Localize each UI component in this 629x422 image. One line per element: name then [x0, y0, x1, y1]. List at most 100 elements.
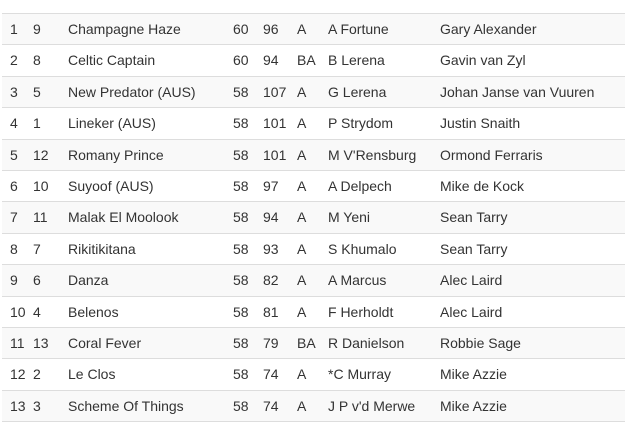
- trainer-cell: Gary Alexander: [440, 21, 537, 37]
- rating-cell: 79: [263, 335, 279, 352]
- table-row: 9 6 Danza 58 82 A A Marcus Alec Laird: [2, 264, 625, 297]
- horse-name-cell: Romany Prince: [68, 146, 164, 163]
- jockey-cell: A Marcus: [328, 272, 387, 289]
- trainer-cell: Mike Azzie: [440, 366, 507, 383]
- race-card-table: 1 9 Champagne Haze 60 96 A A Fortune Gar…: [2, 13, 625, 422]
- weight-cell: 58: [233, 146, 249, 163]
- equip-cell: A: [297, 272, 307, 289]
- table-row: 3 5 New Predator (AUS) 58 107 A G Lerena…: [2, 76, 625, 108]
- jockey-cell: G Lerena: [328, 83, 387, 100]
- horse-name-cell: Scheme Of Things: [68, 397, 184, 414]
- table-row: 6 10 Suyoof (AUS) 58 97 A A Delpech Mike…: [2, 170, 625, 202]
- horse-name-cell: Danza: [68, 272, 109, 289]
- jockey-cell: P Strydom: [328, 115, 394, 132]
- weight-cell: 58: [233, 272, 249, 289]
- horse-name-cell: Suyoof (AUS): [68, 178, 154, 195]
- trainer-cell: Sean Tarry: [440, 240, 508, 257]
- rating-cell: 101: [263, 146, 287, 163]
- trainer-cell: Johan Janse van Vuuren: [440, 83, 595, 100]
- equip-cell: BA: [297, 335, 316, 352]
- rating-cell: 94: [263, 209, 279, 226]
- race-card-table-body: 1 9 Champagne Haze 60 96 A A Fortune Gar…: [2, 13, 625, 422]
- draw-cell: 8: [33, 52, 41, 69]
- horse-name-cell: Belenos: [68, 303, 119, 320]
- trainer-cell: Sean Tarry: [440, 209, 508, 226]
- weight-cell: 58: [233, 303, 249, 320]
- rating-cell: 101: [263, 115, 287, 132]
- equip-cell: A: [297, 209, 307, 226]
- weight-cell: 58: [233, 83, 249, 100]
- jockey-cell: S Khumalo: [328, 240, 397, 257]
- draw-cell: 5: [33, 83, 41, 100]
- draw-cell: 7: [33, 240, 41, 257]
- draw-cell: 10: [33, 178, 49, 195]
- horse-name-cell: Coral Fever: [68, 335, 142, 352]
- equip-cell: A: [297, 83, 307, 100]
- position-cell: 5: [10, 146, 18, 163]
- trainer-cell: Mike de Kock: [440, 178, 525, 195]
- position-cell: 12: [10, 366, 26, 383]
- draw-cell: 9: [33, 21, 41, 37]
- jockey-cell: M Yeni: [328, 209, 371, 226]
- jockey-cell: F Herholdt: [328, 303, 394, 320]
- weight-cell: 58: [233, 240, 249, 257]
- equip-cell: A: [297, 366, 307, 383]
- horse-name-cell: Celtic Captain: [68, 52, 156, 69]
- weight-cell: 58: [233, 335, 249, 352]
- draw-cell: 3: [33, 397, 41, 414]
- position-cell: 3: [10, 83, 18, 100]
- table-row: 13 3 Scheme Of Things 58 74 A J P v'd Me…: [2, 390, 625, 422]
- trainer-cell: Alec Laird: [440, 272, 503, 289]
- jockey-cell: A Fortune: [328, 21, 389, 37]
- equip-cell: A: [297, 303, 307, 320]
- horse-name-cell: Champagne Haze: [68, 21, 181, 37]
- position-cell: 8: [10, 240, 18, 257]
- jockey-cell: M V'Rensburg: [328, 146, 417, 163]
- jockey-cell: J P v'd Merwe: [328, 397, 416, 414]
- weight-cell: 60: [233, 21, 249, 37]
- trainer-cell: Alec Laird: [440, 303, 503, 320]
- position-cell: 2: [10, 52, 18, 69]
- position-cell: 13: [10, 397, 26, 414]
- table-row: 4 1 Lineker (AUS) 58 101 A P Strydom Jus…: [2, 107, 625, 139]
- position-cell: 7: [10, 209, 18, 226]
- equip-cell: A: [297, 146, 307, 163]
- table-row: 2 8 Celtic Captain 60 94 BA B Lerena Gav…: [2, 44, 625, 76]
- equip-cell: BA: [297, 52, 316, 69]
- weight-cell: 60: [233, 52, 249, 69]
- draw-cell: 13: [33, 335, 49, 352]
- weight-cell: 58: [233, 178, 249, 195]
- draw-cell: 6: [33, 272, 41, 289]
- horse-name-cell: New Predator (AUS): [68, 83, 196, 100]
- weight-cell: 58: [233, 209, 249, 226]
- rating-cell: 74: [263, 366, 279, 383]
- rating-cell: 74: [263, 397, 279, 414]
- jockey-cell: *C Murray: [328, 366, 392, 383]
- table-row: 11 13 Coral Fever 58 79 BA R Danielson R…: [2, 327, 625, 359]
- draw-cell: 11: [33, 209, 48, 226]
- position-cell: 11: [10, 335, 25, 352]
- rating-cell: 82: [263, 272, 279, 289]
- weight-cell: 58: [233, 115, 249, 132]
- table-row: 5 12 Romany Prince 58 101 A M V'Rensburg…: [2, 139, 625, 171]
- rating-cell: 107: [263, 83, 287, 100]
- draw-cell: 2: [33, 366, 41, 383]
- equip-cell: A: [297, 178, 307, 195]
- draw-cell: 12: [33, 146, 49, 163]
- horse-name-cell: Rikitikitana: [68, 240, 136, 257]
- rating-cell: 81: [263, 303, 279, 320]
- jockey-cell: B Lerena: [328, 52, 385, 69]
- horse-name-cell: Le Clos: [68, 366, 116, 383]
- weight-cell: 58: [233, 397, 249, 414]
- position-cell: 4: [10, 115, 18, 132]
- position-cell: 6: [10, 178, 18, 195]
- draw-cell: 4: [33, 303, 41, 320]
- trainer-cell: Gavin van Zyl: [440, 52, 526, 69]
- trainer-cell: Ormond Ferraris: [440, 146, 543, 163]
- horse-name-cell: Lineker (AUS): [68, 115, 156, 132]
- rating-cell: 97: [263, 178, 279, 195]
- jockey-cell: A Delpech: [328, 178, 392, 195]
- trainer-cell: Justin Snaith: [440, 115, 521, 132]
- draw-cell: 1: [33, 115, 41, 132]
- horse-name-cell: Malak El Moolook: [68, 209, 179, 226]
